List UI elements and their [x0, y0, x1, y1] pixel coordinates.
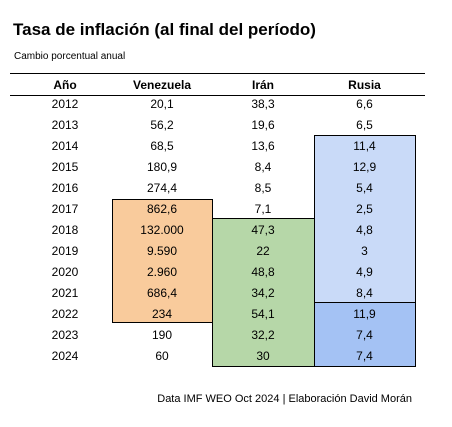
- table-row: 2022 234 54,1 11,9: [0, 304, 452, 325]
- header-bottom-rule: [10, 95, 425, 96]
- cell-russia: 7,4: [356, 349, 373, 363]
- cell-russia: 8,4: [356, 286, 373, 300]
- venezuela-highlight: [112, 199, 213, 323]
- cell-venezuela: 686,4: [146, 286, 178, 300]
- chart-subtitle: Cambio porcentual anual: [14, 51, 126, 62]
- cell-iran: 7,1: [254, 202, 272, 216]
- cell-year: 2016: [51, 181, 79, 195]
- cell-year: 2014: [51, 139, 79, 153]
- cell-year: 2019: [51, 244, 79, 258]
- cell-iran: 32,2: [251, 328, 275, 342]
- cell-iran: 54,1: [251, 307, 275, 321]
- russia-highlight-2022-2024: [314, 302, 416, 367]
- table-row: 2015 180,9 8,4 12,9: [0, 157, 452, 178]
- cell-iran: 34,2: [251, 286, 275, 300]
- cell-iran: 22: [256, 244, 270, 258]
- table-row: 2024 60 30 7,4: [0, 346, 452, 367]
- chart-title: Tasa de inflación (al final del período): [13, 20, 316, 39]
- cell-venezuela: 180,9: [146, 160, 178, 174]
- cell-venezuela: 234: [151, 307, 173, 321]
- cell-venezuela: 190: [151, 328, 173, 342]
- source-footer: Data IMF WEO Oct 2024 | Elaboración Davi…: [157, 393, 412, 405]
- table-row: 2021 686,4 34,2 8,4: [0, 283, 452, 304]
- cell-russia: 6,5: [356, 118, 373, 132]
- table-row: 2012 20,1 38,3 6,6: [0, 94, 452, 115]
- cell-russia: 5,4: [356, 181, 373, 195]
- cell-iran: 19,6: [251, 118, 275, 132]
- cell-year: 2020: [51, 265, 79, 279]
- cell-iran: 48,8: [251, 265, 275, 279]
- cell-russia: 4,9: [356, 265, 373, 279]
- cell-russia: 4,8: [356, 223, 373, 237]
- cell-iran: 47,3: [251, 223, 275, 237]
- cell-venezuela: 274,4: [146, 181, 178, 195]
- cell-year: 2017: [51, 202, 79, 216]
- cell-venezuela: 68,5: [150, 139, 174, 153]
- cell-russia: 11,4: [353, 139, 376, 153]
- cell-year: 2023: [51, 328, 79, 342]
- header-russia: Rusia: [348, 78, 381, 92]
- cell-venezuela: 2.960: [146, 265, 178, 279]
- cell-year: 2015: [51, 160, 79, 174]
- cell-iran: 30: [256, 349, 270, 363]
- table-row: 2014 68,5 13,6 11,4: [0, 136, 452, 157]
- header-year: Año: [53, 78, 77, 92]
- table-row: 2023 190 32,2 7,4: [0, 325, 452, 346]
- table-row: 2020 2.960 48,8 4,9: [0, 262, 452, 283]
- table-row: 2016 274,4 8,5 5,4: [0, 178, 452, 199]
- cell-venezuela: 60: [155, 349, 169, 363]
- cell-iran: 8,4: [254, 160, 272, 174]
- header-iran: Irán: [251, 78, 274, 92]
- cell-iran: 8,5: [254, 181, 272, 195]
- cell-russia: 12,9: [352, 160, 377, 174]
- cell-venezuela: 132.000: [140, 223, 184, 237]
- cell-venezuela: 56,2: [150, 118, 174, 132]
- cell-year: 2013: [51, 118, 79, 132]
- iran-highlight: [212, 218, 315, 367]
- cell-year: 2024: [51, 349, 79, 363]
- header-top-rule: [10, 73, 425, 74]
- cell-year: 2018: [51, 223, 79, 237]
- cell-russia: 11,9: [353, 307, 376, 321]
- cell-russia: 2,5: [356, 202, 373, 216]
- cell-russia: 7,4: [356, 328, 373, 342]
- table-row: 2017 862,6 7,1 2,5: [0, 199, 452, 220]
- cell-year: 2012: [51, 97, 79, 111]
- cell-year: 2022: [51, 307, 79, 321]
- table-row: 2019 9.590 22 3: [0, 241, 452, 262]
- cell-iran: 13,6: [251, 139, 275, 153]
- cell-year: 2021: [51, 286, 79, 300]
- cell-russia: 6,6: [356, 97, 373, 111]
- cell-iran: 38,3: [251, 97, 275, 111]
- cell-venezuela: 862,6: [146, 202, 178, 216]
- cell-venezuela: 20,1: [150, 97, 174, 111]
- header-venezuela: Venezuela: [132, 78, 192, 92]
- table-row: 2018 132.000 47,3 4,8: [0, 220, 452, 241]
- cell-venezuela: 9.590: [146, 244, 178, 258]
- cell-russia: 3: [361, 244, 368, 258]
- table-row: 2013 56,2 19,6 6,5: [0, 115, 452, 136]
